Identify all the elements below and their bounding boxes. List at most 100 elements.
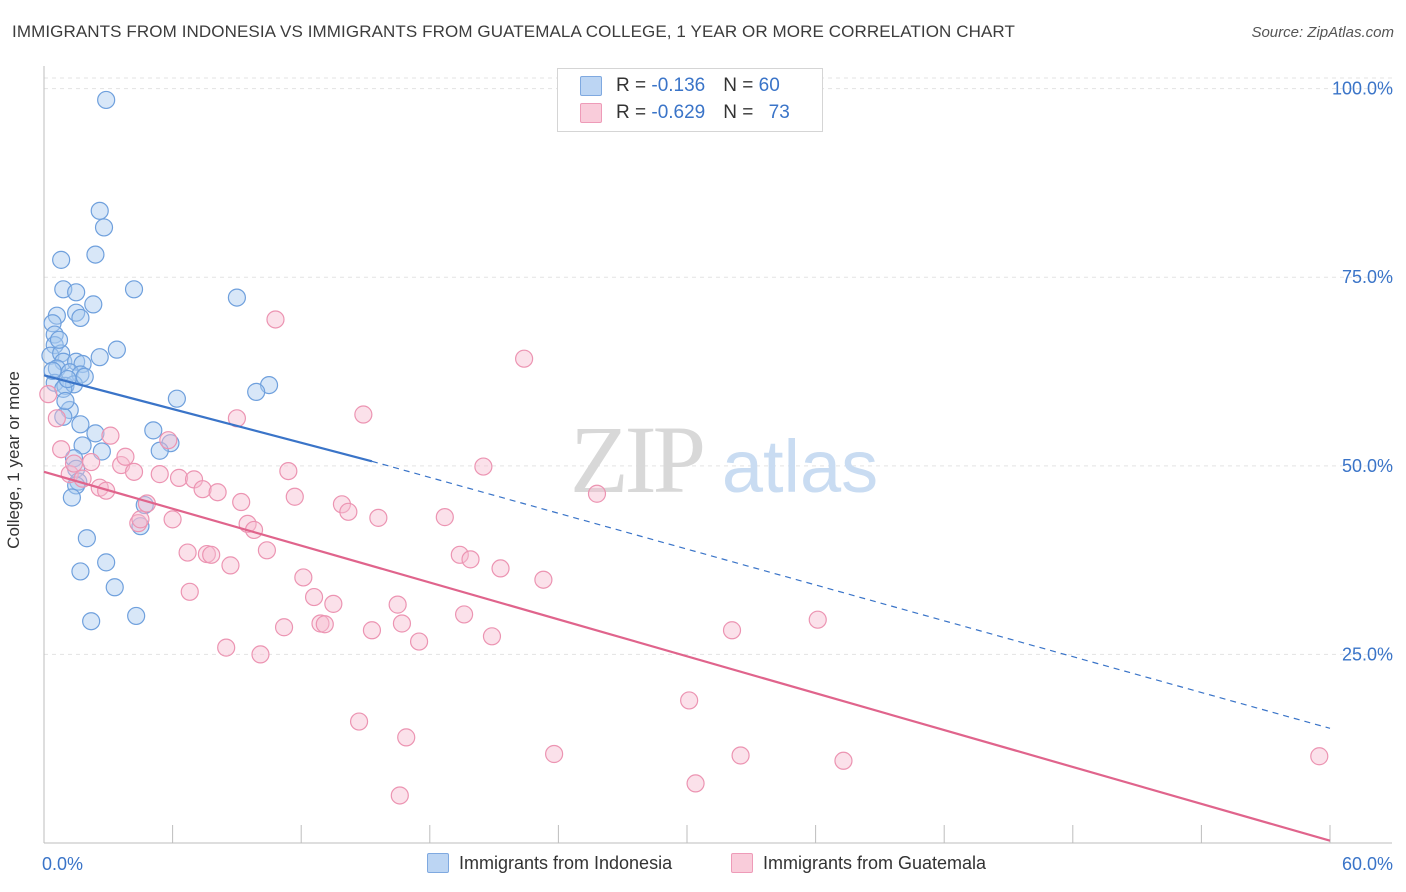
grid-layer [44,77,1392,655]
bottom-legend-guatemala: Immigrants from Guatemala [731,852,986,874]
indonesia-point [67,283,86,302]
indonesia-point [131,517,150,536]
indonesia-point [124,280,144,299]
trend-layer [43,374,1331,842]
guatemala-point [461,550,480,569]
guatemala-point [454,605,474,624]
guatemala-point [722,621,742,640]
guatemala-point [545,744,564,764]
guatemala-point [279,461,298,481]
indonesia-point [43,361,62,380]
guatemala-point [101,426,120,445]
legend-row-guatemala: R = -0.629 N = 73 [580,102,790,126]
guatemala-point [491,559,510,578]
guatemala-point [169,468,189,487]
guatemala-point [587,484,607,503]
guatemala-point [339,502,358,521]
guatemala-point [193,480,212,499]
guatemala-point [221,556,240,575]
indonesia-point [167,389,186,408]
legend-r-value: -0.629 [651,102,706,123]
guatemala-point [131,510,150,529]
guatemala-point [304,587,324,607]
legend-r-value: -0.136 [651,75,706,96]
guatemala-point [534,570,553,589]
indonesia-point [97,553,116,572]
guatemala-point [435,508,454,527]
indonesia-point [82,612,101,631]
indonesia-point [94,218,114,237]
guatemala-point [409,632,429,651]
legend-n-value: 73 [768,102,790,123]
guatemala-point [362,621,382,640]
guatemala-point [294,568,313,587]
x-tick-label-min: 0.0% [42,854,83,874]
axes-layer [43,66,1392,844]
watermark-atlas: atlas [722,425,878,508]
correlation-legend: R = -0.136 N = 60 R = -0.629 N = 73 [557,68,823,132]
indonesia-point [60,400,79,420]
guatemala-point [217,638,236,657]
indonesia-point [71,308,90,328]
legend-swatch-indonesia [580,76,602,96]
bottom-legend-label-guatemala: Immigrants from Guatemala [763,852,987,873]
guatemala-point [266,310,285,329]
indonesia-point [73,436,92,455]
points-layer [39,90,1329,805]
y-tick-label: 50.0% [1342,456,1393,476]
indonesia-point [86,424,105,443]
indonesia-point [90,201,109,220]
guatemala-point [159,431,178,450]
guatemala-point [39,385,58,404]
guatemala-point [369,508,388,527]
indonesia-point [90,348,109,367]
y-tick-label: 100.0% [1332,79,1393,99]
legend-row-indonesia: R = -0.136 N = 60 [580,75,780,99]
guatemala-point [390,786,409,805]
bottom-legend-swatch-indonesia [427,853,449,874]
guatemala-point [474,457,493,476]
indonesia-point [161,434,180,453]
guatemala-point [482,627,502,646]
guatemala-point [82,452,101,472]
x-tick-label-max: 60.0% [1342,854,1393,874]
indonesia-point [49,330,69,349]
legend-r-label: R = [616,102,652,123]
source-credit: Source: ZipAtlas.com [1251,24,1394,41]
guatemala-point [285,487,304,506]
indonesia-point [86,245,105,264]
guatemala-point [232,492,251,512]
guatemala-point [251,645,270,664]
guatemala-point [680,691,699,710]
guatemala-point [332,495,352,514]
guatemala-point [73,469,92,488]
bottom-legend-swatch-guatemala [731,853,753,874]
guatemala-point [515,349,534,368]
guatemala-point [47,409,66,428]
guatemala-point [397,728,416,747]
guatemala-point [686,774,705,793]
chart-title: IMMIGRANTS FROM INDONESIA VS IMMIGRANTS … [12,22,1015,41]
guatemala-point [808,610,827,629]
guatemala-point [349,712,369,731]
bottom-legend-indonesia: Immigrants from Indonesia [427,852,672,874]
indonesia-point [77,529,96,548]
guatemala-point [116,447,135,466]
indonesia-trendline-extension [371,460,1331,729]
guatemala-point [163,510,182,529]
y-tick-label: 75.0% [1342,267,1393,287]
indonesia-point [144,421,163,440]
guatemala-point [324,594,343,613]
guatemala-point [52,440,71,459]
guatemala-point [315,615,334,634]
indonesia-point [71,562,90,581]
y-tick-label: 25.0% [1342,644,1393,664]
indonesia-point [75,367,94,386]
legend-swatch-guatemala [580,103,602,123]
guatemala-point [834,751,853,770]
legend-n-label: N = [723,75,759,96]
legend-n-label: N = [723,102,759,123]
guatemala-point [354,405,373,424]
tick-labels: 25.0% 50.0% 75.0% 100.0% 0.0% 60.0% [42,79,1393,874]
